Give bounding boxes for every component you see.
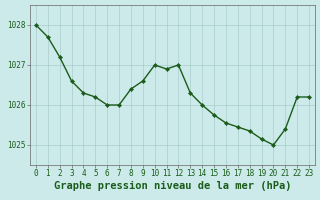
X-axis label: Graphe pression niveau de la mer (hPa): Graphe pression niveau de la mer (hPa) bbox=[54, 181, 291, 191]
